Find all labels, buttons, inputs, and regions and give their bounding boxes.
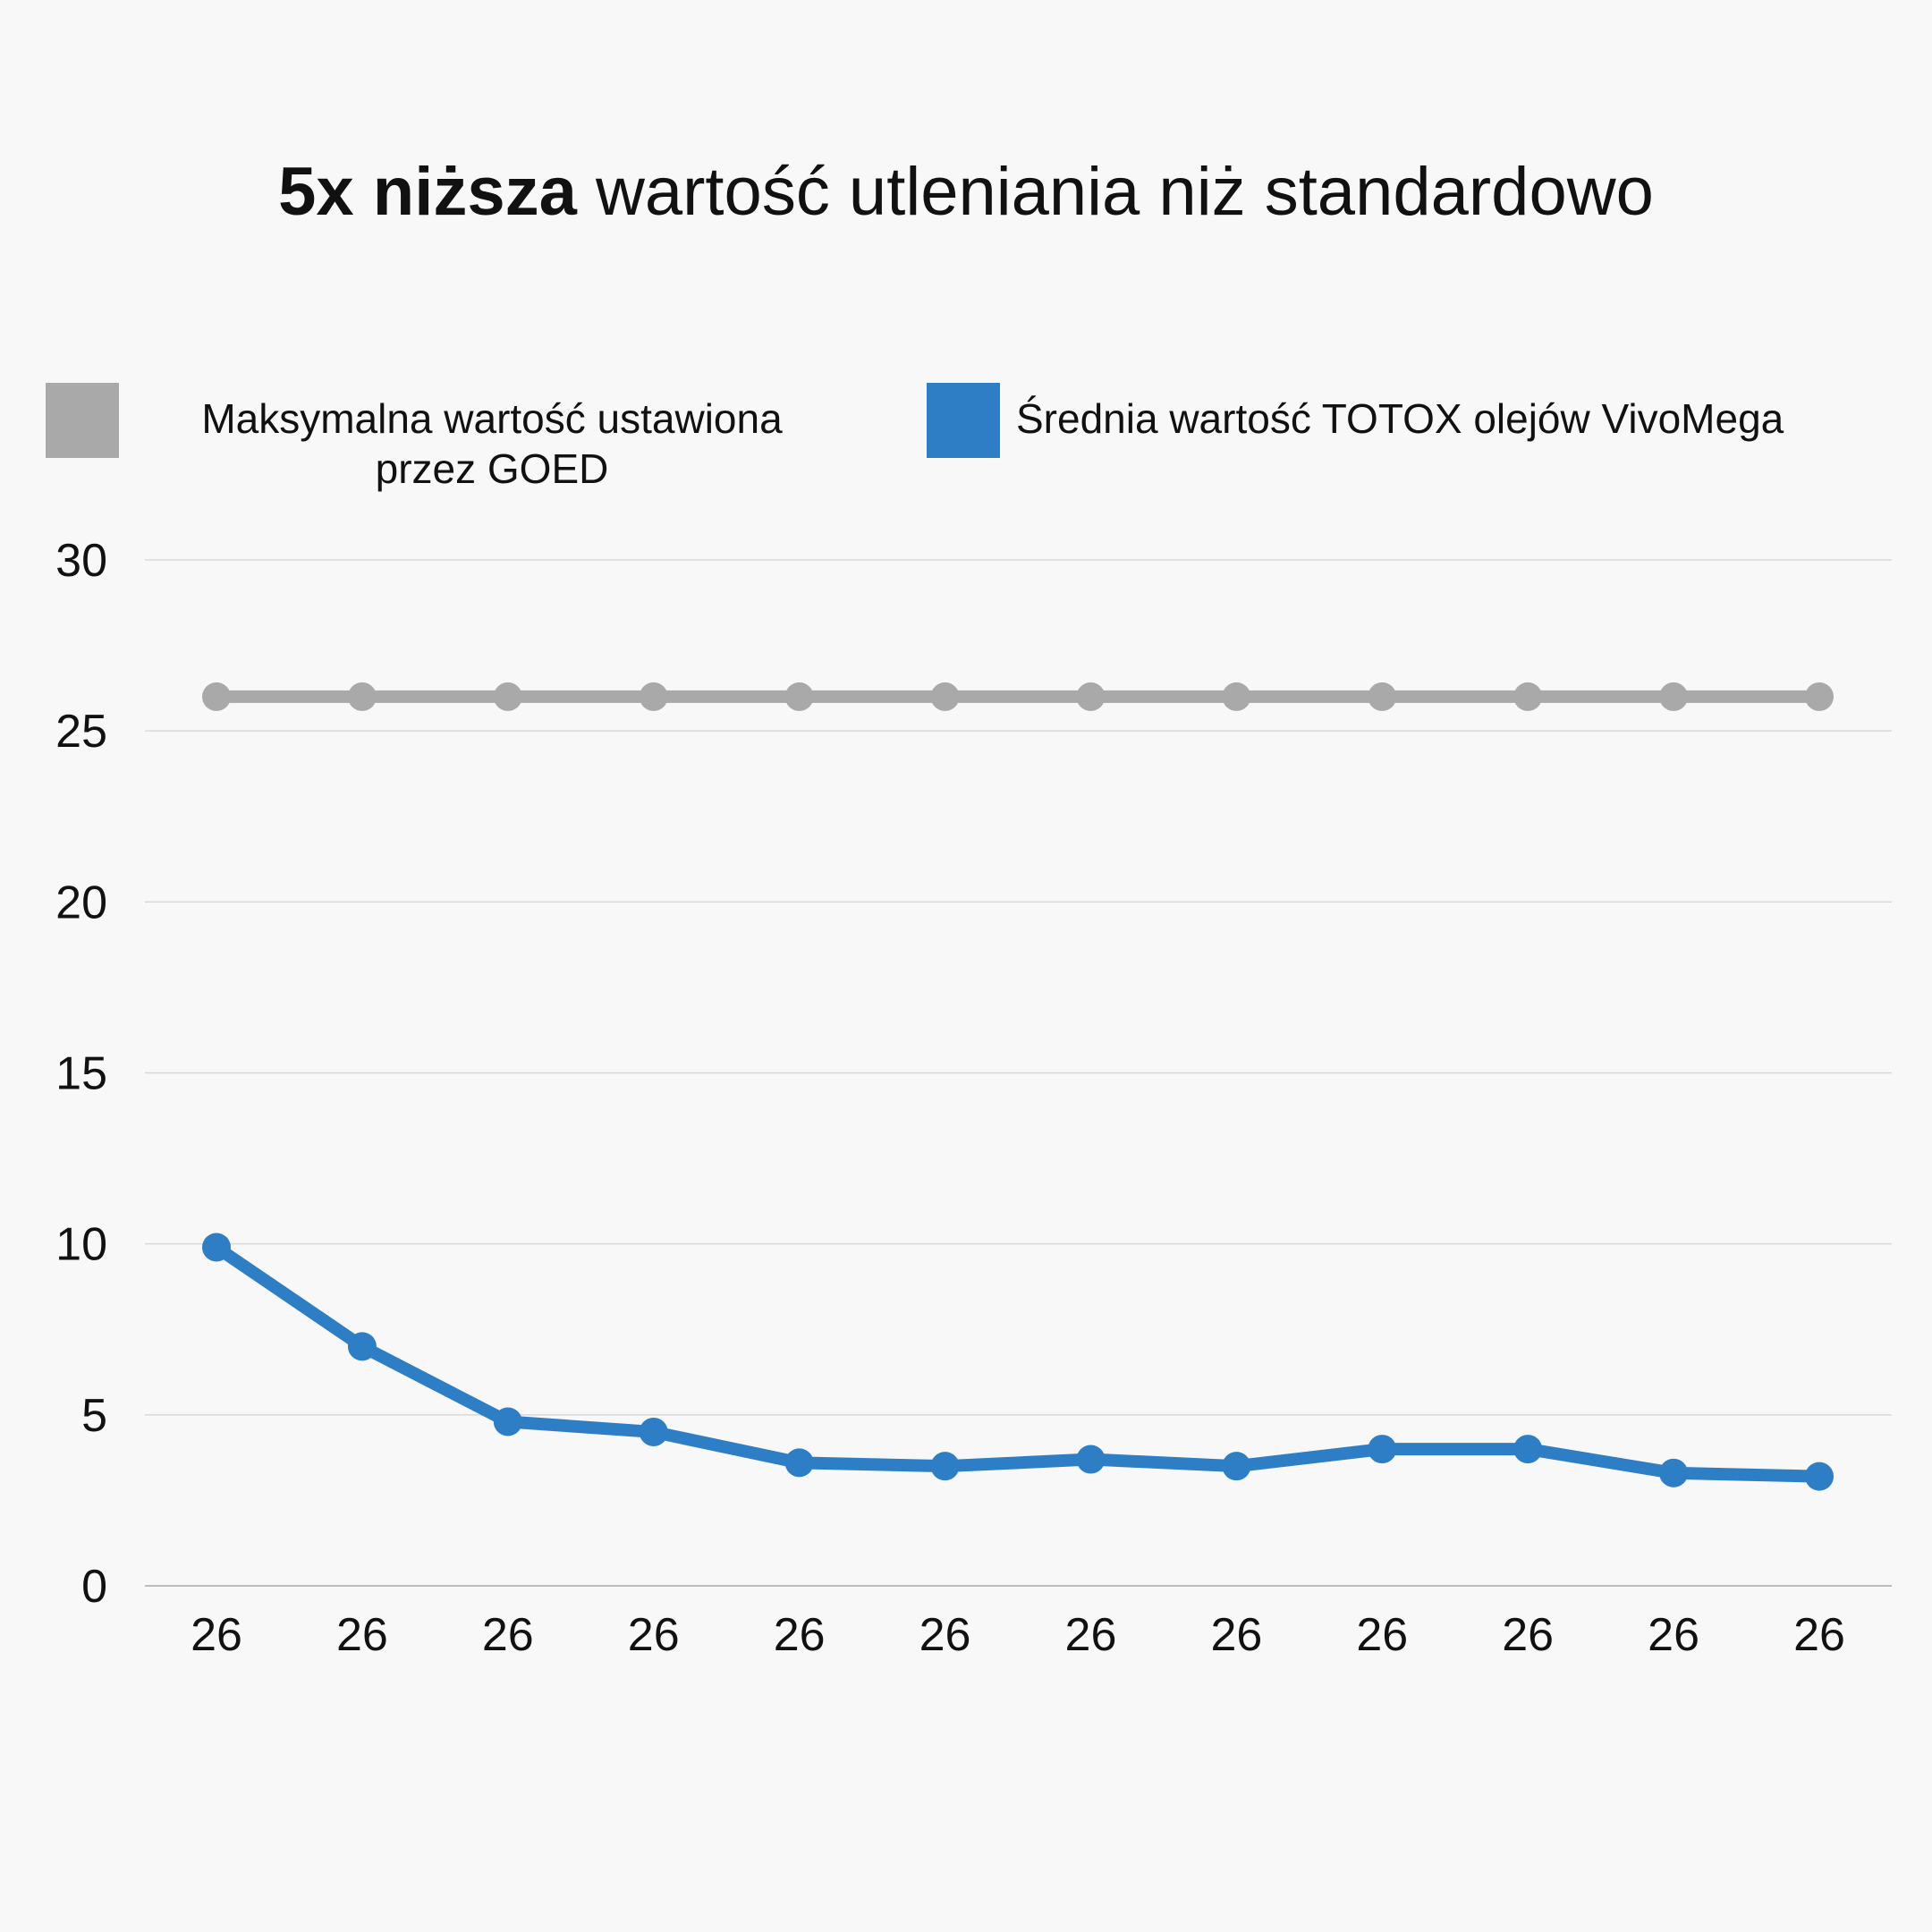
point-vivomega-6 xyxy=(930,1452,960,1481)
point-goed-4 xyxy=(639,682,668,711)
point-goed-5 xyxy=(784,682,814,711)
point-goed-8 xyxy=(1222,682,1251,711)
y-axis-tick-labels: 0 5 10 15 20 25 30 xyxy=(55,535,107,1613)
legend-swatch-vivomega xyxy=(927,383,1000,458)
point-vivomega-10 xyxy=(1513,1435,1543,1464)
y-tick-label-30: 30 xyxy=(55,535,107,587)
point-vivomega-5 xyxy=(784,1448,814,1478)
x-tick-label: 26 xyxy=(774,1609,826,1661)
y-tick-label-25: 25 xyxy=(55,706,107,758)
point-goed-6 xyxy=(930,682,960,711)
point-vivomega-2 xyxy=(347,1332,377,1361)
point-goed-1 xyxy=(202,682,231,711)
point-vivomega-7 xyxy=(1076,1445,1106,1474)
x-tick-label: 26 xyxy=(1502,1609,1554,1661)
y-tick-label-20: 20 xyxy=(55,877,107,928)
y-tick-label-0: 0 xyxy=(81,1561,107,1613)
x-axis-tick-labels: 26 26 26 26 26 26 26 26 26 26 26 26 xyxy=(191,1609,1845,1661)
point-goed-3 xyxy=(493,682,522,711)
legend-label-vivomega: Średnia wartość TOTOX olejów VivoMega xyxy=(1016,394,1784,444)
grid-lines xyxy=(145,559,1892,1587)
legend-swatch-goed xyxy=(46,383,119,458)
point-goed-10 xyxy=(1513,682,1543,711)
point-vivomega-8 xyxy=(1222,1452,1251,1481)
point-goed-12 xyxy=(1805,682,1834,711)
data-series xyxy=(202,682,1834,1491)
legend-label-goed-line1: Maksymalna wartość ustawiona xyxy=(201,395,783,442)
point-vivomega-1 xyxy=(202,1233,231,1262)
point-vivomega-12 xyxy=(1805,1462,1834,1491)
legend-label-goed-line2: przez GOED xyxy=(375,445,609,492)
chart-title: 5x niższa wartość utleniania niż standar… xyxy=(0,148,1932,237)
series-line-vivomega xyxy=(210,1241,1826,1483)
x-tick-label: 26 xyxy=(1065,1609,1117,1661)
x-tick-label: 26 xyxy=(1210,1609,1262,1661)
x-tick-label: 26 xyxy=(1793,1609,1845,1661)
x-tick-label: 26 xyxy=(919,1609,971,1661)
series-vivomega xyxy=(202,1233,1834,1491)
point-vivomega-3 xyxy=(493,1407,522,1436)
chart-title-rest: wartość utleniania niż standardowo xyxy=(576,154,1654,230)
legend-label-goed: Maksymalna wartość ustawiona przez GOED xyxy=(134,394,850,494)
x-tick-label: 26 xyxy=(191,1609,242,1661)
x-tick-label: 26 xyxy=(1356,1609,1408,1661)
x-tick-label: 26 xyxy=(482,1609,534,1661)
point-goed-2 xyxy=(347,682,377,711)
legend-label-vivomega-line1: Średnia wartość TOTOX olejów VivoMega xyxy=(1016,395,1784,442)
y-tick-label-5: 5 xyxy=(81,1390,107,1442)
chart-title-bold: 5x niższa xyxy=(278,154,577,230)
series-goed xyxy=(202,682,1834,711)
x-tick-label: 26 xyxy=(336,1609,388,1661)
x-tick-label: 26 xyxy=(628,1609,680,1661)
point-goed-9 xyxy=(1368,682,1397,711)
point-goed-7 xyxy=(1076,682,1106,711)
point-vivomega-9 xyxy=(1368,1435,1397,1464)
y-tick-label-15: 15 xyxy=(55,1048,107,1100)
point-vivomega-11 xyxy=(1659,1458,1689,1487)
y-tick-label-10: 10 xyxy=(55,1219,107,1271)
point-goed-11 xyxy=(1659,682,1689,711)
x-tick-label: 26 xyxy=(1648,1609,1699,1661)
point-vivomega-4 xyxy=(639,1417,668,1446)
